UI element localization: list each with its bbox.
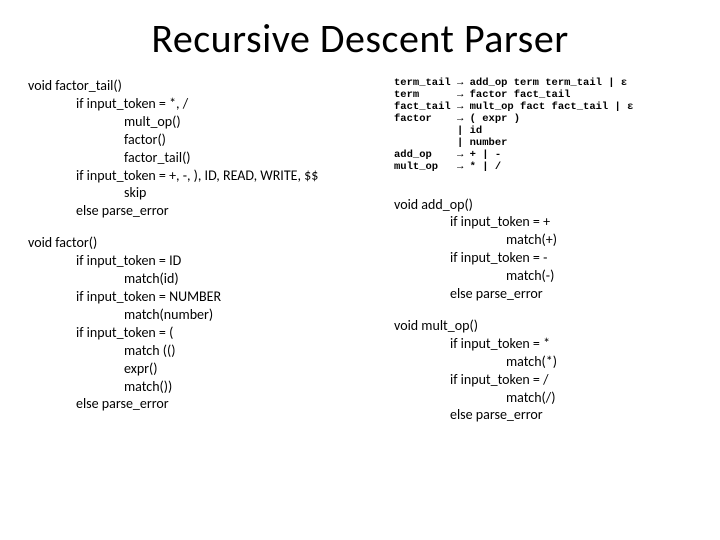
code-line: else parse_error <box>28 202 378 220</box>
code-line: void factor_tail() <box>28 77 378 95</box>
content-columns: void factor_tail() if input_token = *, /… <box>28 77 692 438</box>
code-line: if input_token = NUMBER <box>28 288 378 306</box>
code-line: mult_op() <box>28 113 378 131</box>
slide-title: Recursive Descent Parser <box>28 14 692 63</box>
code-line: if input_token = + <box>394 213 692 231</box>
code-line: match (() <box>28 342 378 360</box>
code-line: factor() <box>28 131 378 149</box>
code-line: expr() <box>28 360 378 378</box>
code-line: if input_token = - <box>394 249 692 267</box>
mult-op-block: void mult_op() if input_token = * match(… <box>394 317 692 424</box>
code-line: if input_token = ID <box>28 252 378 270</box>
code-line: if input_token = ( <box>28 324 378 342</box>
code-line: factor_tail() <box>28 149 378 167</box>
code-line: match(id) <box>28 270 378 288</box>
code-line: match()) <box>28 378 378 396</box>
code-line: if input_token = / <box>394 371 692 389</box>
code-line: void add_op() <box>394 196 692 214</box>
code-line: void mult_op() <box>394 317 692 335</box>
slide: Recursive Descent Parser void factor_tai… <box>0 0 720 540</box>
code-line: if input_token = * <box>394 335 692 353</box>
factor-tail-block: void factor_tail() if input_token = *, /… <box>28 77 378 220</box>
code-line: else parse_error <box>28 395 378 413</box>
code-line: else parse_error <box>394 406 692 424</box>
add-op-block: void add_op() if input_token = + match(+… <box>394 196 692 303</box>
code-line: match(/) <box>394 389 692 407</box>
code-line: match(-) <box>394 267 692 285</box>
code-line: match(*) <box>394 353 692 371</box>
code-line: match(number) <box>28 306 378 324</box>
grammar-block: term_tail → add_op term term_tail | ε te… <box>394 77 692 174</box>
code-line: void factor() <box>28 234 378 252</box>
code-line: skip <box>28 184 378 202</box>
code-line: else parse_error <box>394 285 692 303</box>
code-line: if input_token = +, -, ), ID, READ, WRIT… <box>28 167 378 185</box>
code-line: if input_token = *, / <box>28 95 378 113</box>
factor-block: void factor() if input_token = ID match(… <box>28 234 378 413</box>
right-column: term_tail → add_op term term_tail | ε te… <box>394 77 692 438</box>
left-column: void factor_tail() if input_token = *, /… <box>28 77 378 438</box>
code-line: match(+) <box>394 231 692 249</box>
